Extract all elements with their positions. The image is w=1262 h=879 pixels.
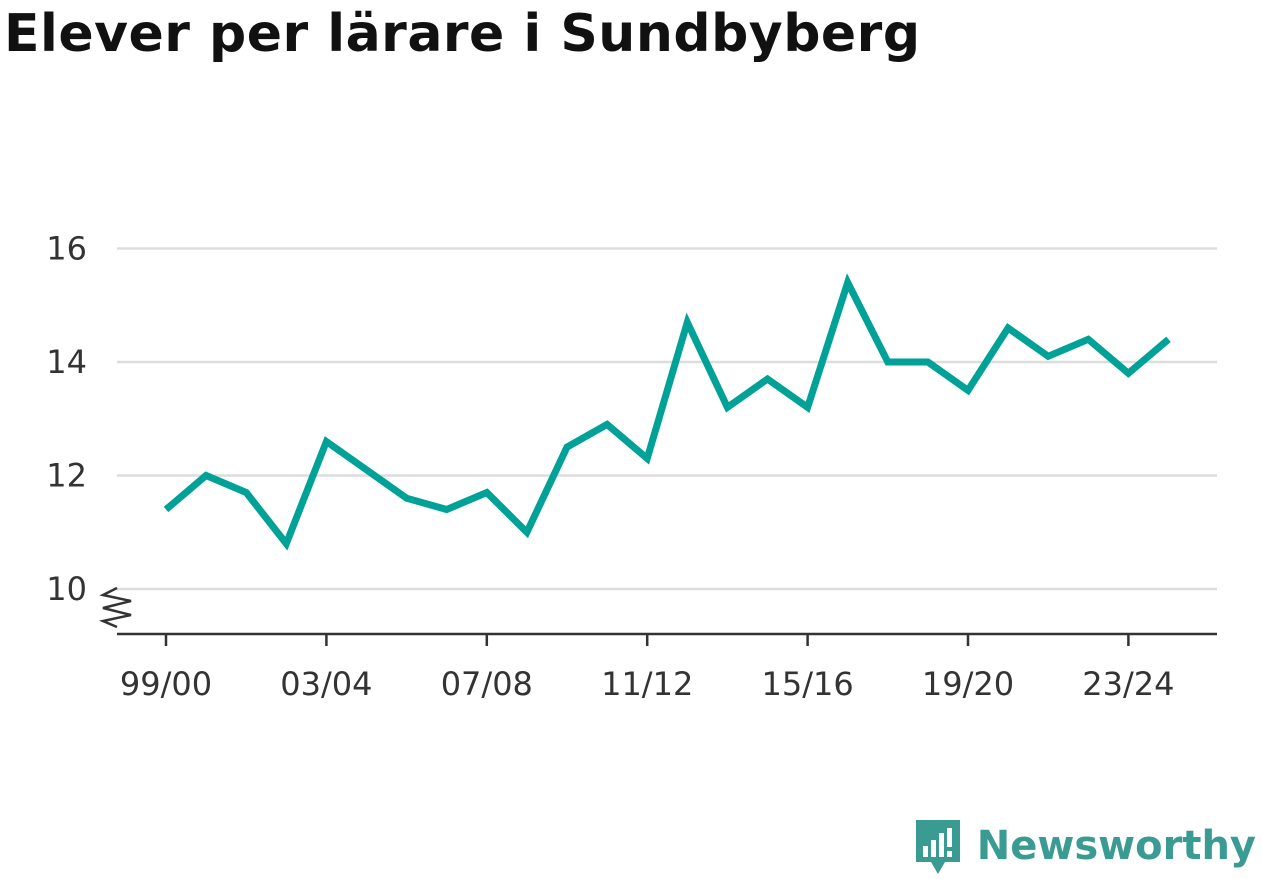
y-tick-label: 14	[46, 343, 87, 381]
x-tick-label: 99/00	[120, 665, 212, 703]
x-tick-label: 23/24	[1082, 665, 1174, 703]
newsworthy-logo: Newsworthy	[913, 816, 1256, 876]
x-tick-label: 15/16	[761, 665, 853, 703]
axis-break-icon	[98, 586, 132, 629]
y-axis-tick-labels: 10 12 14 16	[46, 230, 87, 609]
gridlines	[117, 247, 1217, 591]
series	[163, 273, 1171, 551]
y-tick-label: 16	[46, 230, 87, 268]
newsworthy-bar-chart-icon	[915, 820, 960, 874]
x-axis-tick-labels: 99/00 03/04 07/08 11/12 15/16 19/20 23/24	[120, 665, 1175, 703]
series-line	[163, 273, 1171, 551]
x-tick-label: 19/20	[922, 665, 1014, 703]
x-tick-label: 03/04	[280, 665, 372, 703]
x-tick-label: 07/08	[441, 665, 533, 703]
x-axis	[98, 586, 1217, 646]
x-tick-label: 11/12	[601, 665, 693, 703]
chart-title: Elever per lärare i Sundbyberg	[4, 4, 921, 64]
brand-name: Newsworthy	[976, 823, 1256, 869]
y-tick-label: 12	[46, 457, 87, 495]
y-tick-label: 10	[46, 570, 87, 608]
